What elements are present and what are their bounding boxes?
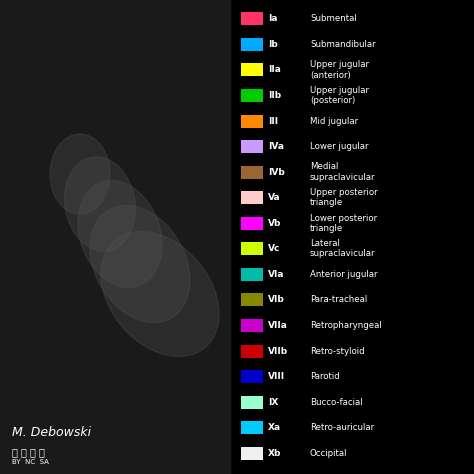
Ellipse shape (101, 231, 219, 356)
Text: Para-tracheal: Para-tracheal (310, 295, 367, 304)
Text: ⓒ ⓘ Ⓢ ⓞ: ⓒ ⓘ Ⓢ ⓞ (12, 447, 45, 457)
Bar (241, 319, 263, 332)
Text: Parotid: Parotid (310, 372, 340, 381)
Text: IX: IX (268, 398, 278, 407)
Text: IVb: IVb (268, 168, 285, 177)
Text: Vb: Vb (268, 219, 282, 228)
Bar (241, 293, 263, 306)
Text: VIIb: VIIb (268, 346, 288, 356)
Text: Anterior jugular: Anterior jugular (310, 270, 377, 279)
Text: Upper posterior
triangle: Upper posterior triangle (310, 188, 378, 207)
Text: Retro-auricular: Retro-auricular (310, 423, 374, 432)
Text: Ib: Ib (268, 40, 278, 49)
Bar (241, 12, 263, 25)
Ellipse shape (90, 205, 190, 323)
Text: Mid jugular: Mid jugular (310, 117, 358, 126)
Bar (241, 217, 263, 230)
Bar (241, 370, 263, 383)
Bar (241, 421, 263, 434)
Text: IIb: IIb (268, 91, 281, 100)
Text: Va: Va (268, 193, 281, 202)
Ellipse shape (64, 157, 136, 251)
Bar (241, 165, 263, 179)
Text: M. Debowski: M. Debowski (12, 426, 91, 438)
Bar (241, 345, 263, 357)
Bar (241, 396, 263, 409)
Text: Submandibular: Submandibular (310, 40, 375, 49)
Text: VIb: VIb (268, 295, 285, 304)
Ellipse shape (50, 134, 110, 214)
Bar (241, 89, 263, 102)
Text: Vc: Vc (268, 244, 281, 253)
Text: Upper jugular
(posterior): Upper jugular (posterior) (310, 86, 369, 105)
Bar (241, 64, 263, 76)
Bar (241, 191, 263, 204)
Text: Upper jugular
(anterior): Upper jugular (anterior) (310, 60, 369, 80)
Text: VIIa: VIIa (268, 321, 288, 330)
Bar (241, 38, 263, 51)
Bar (0, 0, 230, 474)
Bar (241, 268, 263, 281)
Text: VIII: VIII (268, 372, 285, 381)
Text: Lower posterior
triangle: Lower posterior triangle (310, 213, 377, 233)
Text: Retro-styloid: Retro-styloid (310, 346, 365, 356)
Bar (241, 242, 263, 255)
Text: Xb: Xb (268, 449, 282, 458)
Text: III: III (268, 117, 278, 126)
Text: BY  NC  SA: BY NC SA (12, 459, 49, 465)
Text: Ia: Ia (268, 14, 277, 23)
Text: Lower jugular: Lower jugular (310, 142, 368, 151)
Text: Occipital: Occipital (310, 449, 347, 458)
Text: Retropharyngeal: Retropharyngeal (310, 321, 382, 330)
Text: Lateral
supraclavicular: Lateral supraclavicular (310, 239, 375, 258)
Text: Submental: Submental (310, 14, 357, 23)
Text: IVa: IVa (268, 142, 284, 151)
Bar (241, 140, 263, 153)
Bar (241, 447, 263, 460)
Text: Xa: Xa (268, 423, 281, 432)
Text: VIa: VIa (268, 270, 284, 279)
Ellipse shape (78, 181, 162, 287)
Text: IIa: IIa (268, 65, 281, 74)
Text: Bucco-facial: Bucco-facial (310, 398, 363, 407)
Bar (241, 115, 263, 128)
Text: Medial
supraclavicular: Medial supraclavicular (310, 163, 375, 182)
